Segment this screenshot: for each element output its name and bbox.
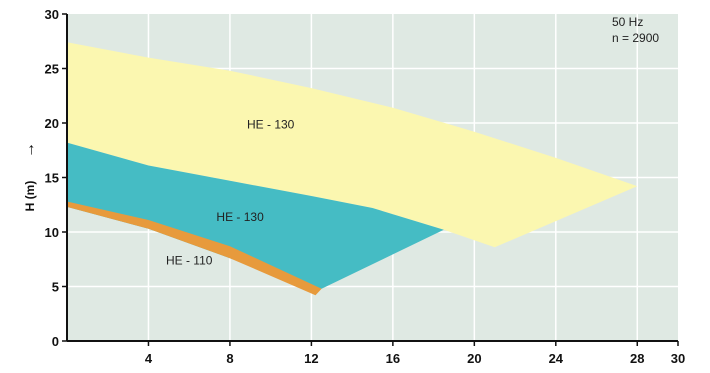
y-axis-arrow: →	[21, 142, 38, 158]
region-labels: HE - 130 HE - 130 HE - 110	[166, 117, 295, 267]
y-tick-label: 5	[52, 280, 59, 295]
region-label-0: HE - 130	[247, 117, 295, 131]
x-tick-label: 20	[467, 351, 481, 366]
x-tick-label: 4	[145, 351, 153, 366]
frequency-text: 50 Hz	[612, 15, 643, 29]
y-axis-label: H (m)	[23, 181, 37, 212]
y-tick-label: 30	[45, 7, 59, 22]
series-areas	[67, 42, 638, 296]
x-tick-label: 24	[549, 351, 564, 366]
series-area-2	[67, 201, 322, 296]
x-tick-label: 30	[671, 351, 685, 366]
frequency-annotation: 50 Hz n = 2900	[612, 15, 659, 45]
y-tick-label: 25	[45, 62, 59, 77]
x-tick-label: 8	[226, 351, 233, 366]
speed-text: n = 2900	[612, 31, 659, 45]
y-tick-label: 15	[45, 171, 59, 186]
series-area-1	[67, 142, 444, 289]
x-tick-label: 16	[386, 351, 400, 366]
region-label-2: HE - 110	[166, 254, 213, 268]
y-axis-title: H (m) →	[21, 142, 38, 211]
x-tick-label: 28	[630, 351, 644, 366]
y-tick-label: 20	[45, 116, 59, 131]
tick-labels: 4 8 12 16 20 24 28 30 0 5 10 15 20 25 30	[45, 7, 686, 366]
series-area-0	[67, 42, 638, 248]
y-tick-label: 0	[52, 334, 59, 349]
y-tick-label: 10	[45, 225, 59, 240]
axes	[62, 13, 679, 346]
x-tick-label: 12	[304, 351, 318, 366]
region-label-1: HE - 130	[216, 210, 264, 224]
